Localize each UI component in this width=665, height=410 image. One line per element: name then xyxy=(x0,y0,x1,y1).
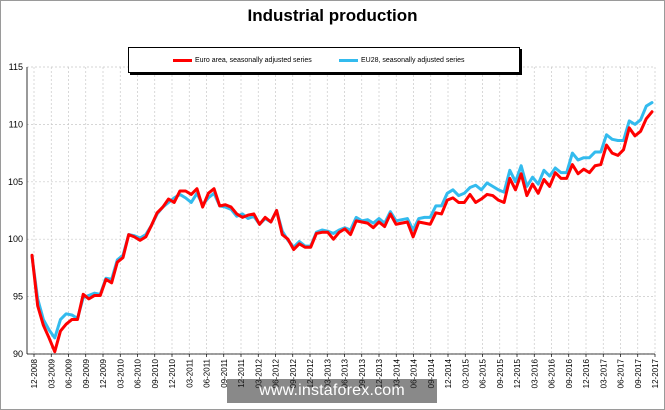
x-tick-label: 12-2015 xyxy=(513,358,522,388)
x-tick-label: 03-2012 xyxy=(254,358,263,388)
x-tick-label: 03-2011 xyxy=(185,358,194,387)
x-tick-label: 12-2011 xyxy=(237,358,246,387)
x-tick-label: 09-2015 xyxy=(496,358,505,388)
watermark: www.instaforex.com xyxy=(227,379,437,403)
x-tick-label: 06-2011 xyxy=(203,358,212,387)
x-tick-label: 12-2016 xyxy=(582,358,591,388)
x-tick-label: 03-2016 xyxy=(530,358,539,388)
y-tick-labels: 90 95 100 105 110 115 xyxy=(8,62,23,359)
legend-swatch-euro-area xyxy=(173,58,192,62)
series-line-euro-area xyxy=(30,110,654,354)
y-tick-label: 115 xyxy=(9,62,23,72)
legend-label-eu28: EU28, seasonally adjusted series xyxy=(361,56,465,64)
x-tick-label: 12-2017 xyxy=(651,358,660,388)
x-tick-label: 06-2017 xyxy=(617,358,626,388)
chart-title: Industrial production xyxy=(247,6,418,25)
x-tick-label: 12-2010 xyxy=(168,358,177,388)
x-tick-label: 06-2012 xyxy=(272,358,281,388)
x-tick-label: 09-2013 xyxy=(358,358,367,388)
x-tick-label: 06-2014 xyxy=(410,358,419,388)
y-tick-label: 105 xyxy=(8,177,23,187)
x-tick-label: 09-2011 xyxy=(220,358,229,387)
axes xyxy=(26,67,656,357)
x-tick-label: 12-2013 xyxy=(375,358,384,388)
y-tick-label: 90 xyxy=(13,349,23,359)
x-tick-labels: 12-2008 03-2009 06-2009 09-2009 12-2009 03-20… xyxy=(30,358,660,388)
x-tick-label: 06-2013 xyxy=(341,358,350,388)
series-line-eu28 xyxy=(30,101,654,340)
x-tick-label: 09-2010 xyxy=(151,358,160,388)
x-tick-label: 06-2015 xyxy=(479,358,488,388)
legend-item-euro-area: Euro area, seasonally adjusted series xyxy=(173,48,312,72)
gridlines xyxy=(27,66,656,355)
x-tick-label: 03-2009 xyxy=(47,358,56,388)
x-tick-label: 09-2012 xyxy=(289,358,298,388)
x-tick-label: 03-2015 xyxy=(461,358,470,388)
x-tick-label: 03-2010 xyxy=(116,358,125,388)
legend-item-eu28: EU28, seasonally adjusted series xyxy=(339,48,465,72)
y-tick-label: 100 xyxy=(8,234,23,244)
y-tick-label: 110 xyxy=(9,119,23,129)
y-tick-label: 95 xyxy=(13,292,23,302)
x-tick-label: 06-2010 xyxy=(134,358,143,388)
x-tick-label: 12-2009 xyxy=(99,358,108,388)
x-tick-label: 12-2008 xyxy=(30,358,39,388)
x-tick-label: 06-2009 xyxy=(65,358,74,388)
x-tick-label: 12-2014 xyxy=(444,358,453,388)
x-tick-label: 09-2009 xyxy=(82,358,91,388)
series-lines xyxy=(30,101,654,354)
x-tick-label: 09-2016 xyxy=(565,358,574,388)
x-tick-label: 12-2012 xyxy=(306,358,315,388)
x-tick-label: 09-2014 xyxy=(427,358,436,388)
legend: Euro area, seasonally adjusted series EU… xyxy=(128,47,520,73)
legend-swatch-eu28 xyxy=(339,58,358,62)
x-tick-label: 03-2014 xyxy=(392,358,401,388)
x-tick-label: 06-2016 xyxy=(548,358,557,388)
x-tick-label: 09-2017 xyxy=(634,358,643,388)
legend-label-euro-area: Euro area, seasonally adjusted series xyxy=(195,56,312,64)
x-tick-label: 03-2013 xyxy=(323,358,332,388)
x-tick-label: 03-2017 xyxy=(599,358,608,388)
